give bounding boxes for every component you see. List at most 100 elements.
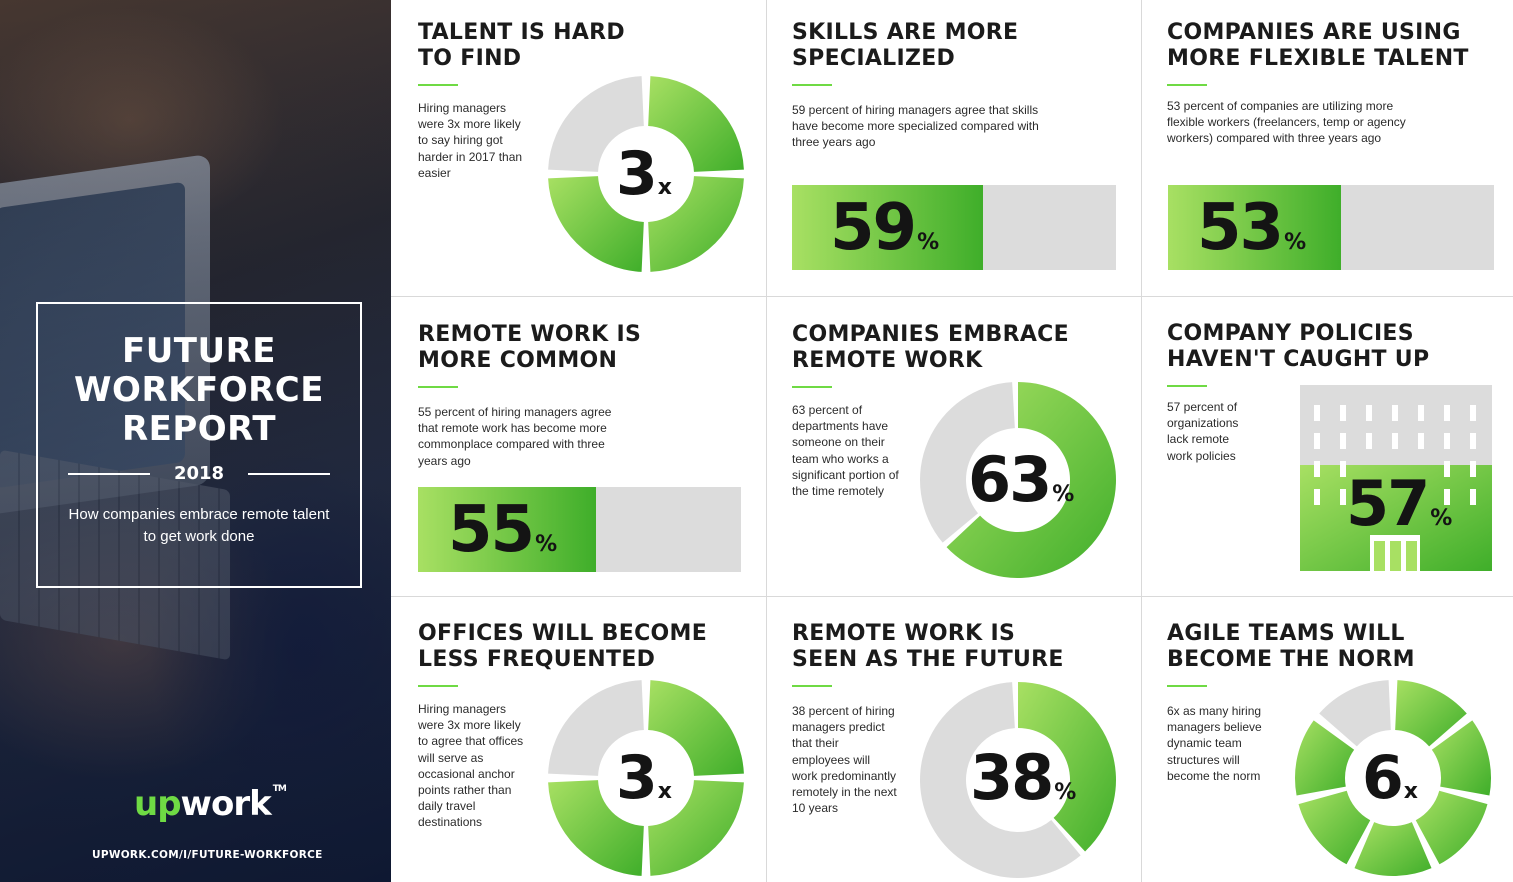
card-text: 38 percent of hiring managers predict th… [792, 704, 897, 816]
ring-segment-green [548, 176, 644, 272]
ring-segment-green [1295, 720, 1355, 796]
report-title: FUTURE WORKFORCE REPORT [74, 331, 324, 449]
upwork-logo[interactable]: upwork TM [134, 784, 287, 824]
building-window [1418, 433, 1424, 449]
card-text: 55 percent of hiring managers agree that… [418, 405, 612, 468]
donut-segment-grey [920, 382, 1015, 543]
ring-segment-green [648, 76, 744, 172]
building-window [1444, 433, 1450, 449]
card-text: Hiring managers were 3x more likely to s… [418, 101, 523, 180]
building-door-panel [1374, 541, 1385, 571]
building-window [1340, 405, 1346, 421]
big-stat: 3x [616, 743, 672, 813]
ring-segment-green [648, 176, 744, 272]
building-door-panel [1390, 541, 1401, 571]
percent-bar-fill [792, 185, 984, 270]
big-stat: 6x [1362, 743, 1418, 813]
building-window [1470, 433, 1476, 449]
grid-divider [1141, 0, 1142, 882]
grid-divider [766, 0, 767, 882]
divider-line [67, 472, 150, 475]
big-stat: 59% [830, 191, 940, 265]
ring-segment-green [1415, 790, 1488, 865]
card-offices-less-frequented: OFFICES WILL BECOME LESS FREQUENTED Hirin… [418, 621, 748, 831]
ring-segment-grey [1319, 680, 1391, 747]
divider-line [248, 472, 331, 475]
building-window [1314, 405, 1320, 421]
building-window [1392, 405, 1398, 421]
building-window [1314, 489, 1320, 505]
grid-divider [391, 296, 1513, 297]
big-stat: 53% [1197, 191, 1307, 265]
building-grey-part [1300, 385, 1492, 465]
percent-bar [418, 487, 741, 572]
donut-segment-grey [920, 682, 1081, 878]
card-title: COMPANIES ARE USING MORE FLEXIBLE TALENT [1167, 20, 1469, 71]
card-title: COMPANY POLICIES HAVEN'T CAUGHT UP [1167, 321, 1430, 372]
building-window [1340, 489, 1346, 505]
building-window [1444, 489, 1450, 505]
building-window [1314, 433, 1320, 449]
card-skills-specialized: SKILLS ARE MORE SPECIALIZED 59 percent of… [792, 20, 1122, 151]
building-window [1392, 433, 1398, 449]
building-window [1444, 461, 1450, 477]
building-window [1470, 461, 1476, 477]
building-window [1366, 405, 1372, 421]
card-text: 53 percent of companies are utilizing mo… [1167, 99, 1406, 146]
percent-bar [1168, 185, 1494, 270]
card-text: Hiring managers were 3x more likely to a… [418, 702, 524, 830]
card-title: OFFICES WILL BECOME LESS FREQUENTED [418, 621, 708, 672]
building-window [1444, 405, 1450, 421]
card-title: REMOTE WORK IS MORE COMMON [418, 322, 642, 373]
grid-divider [391, 596, 1513, 597]
percent-bar-fill [1168, 185, 1341, 270]
ring-segment-green [648, 680, 744, 776]
ring-segment-green [1354, 822, 1432, 876]
building-chart [1300, 385, 1492, 571]
donut-chart [920, 682, 1116, 878]
percent-bar-fill [418, 487, 596, 572]
segment-ring-chart [1295, 680, 1491, 876]
big-stat: 57% [1346, 467, 1453, 540]
building-window [1314, 461, 1320, 477]
quarter-ring-chart [548, 76, 744, 272]
building-window [1366, 433, 1372, 449]
donut-segment-green [946, 382, 1116, 578]
ring-segment-green [648, 780, 744, 876]
card-text: 59 percent of hiring managers agree that… [792, 103, 1039, 150]
ring-segment-green [1395, 680, 1467, 747]
hero-panel: FUTURE WORKFORCE REPORT 2018 How compani… [0, 0, 391, 882]
big-stat: 63% [968, 443, 1075, 516]
donut-segment-green [1018, 682, 1116, 852]
building-window [1340, 433, 1346, 449]
card-remote-future: REMOTE WORK IS SEEN AS THE FUTURE 38 perc… [792, 621, 1122, 816]
card-text: 6x as many hiring managers believe dynam… [1167, 704, 1262, 783]
card-title: AGILE TEAMS WILL BECOME THE NORM [1167, 621, 1415, 672]
report-title-box: FUTURE WORKFORCE REPORT 2018 How compani… [36, 302, 362, 588]
card-policies: COMPANY POLICIES HAVEN'T CAUGHT UP 57 per… [1167, 321, 1507, 464]
card-flexible-talent: COMPANIES ARE USING MORE FLEXIBLE TALENT … [1167, 20, 1507, 147]
ring-segment-grey [548, 680, 644, 776]
card-agile-teams: AGILE TEAMS WILL BECOME THE NORM 6x as ma… [1167, 621, 1507, 784]
card-talent-hard-to-find: TALENT IS HARD TO FIND Hiring managers we… [418, 20, 748, 181]
card-remote-more-common: REMOTE WORK IS MORE COMMON 55 percent of … [418, 322, 748, 469]
ring-segment-green [1298, 790, 1371, 865]
card-title: SKILLS ARE MORE SPECIALIZED [792, 20, 1019, 71]
ring-segment-green [1431, 720, 1491, 796]
building-door-panel [1406, 541, 1417, 571]
big-stat: 3x [616, 139, 672, 209]
card-text: 57 percent of organizations lack remote … [1167, 400, 1239, 463]
card-title: REMOTE WORK IS SEEN AS THE FUTURE [792, 621, 1064, 672]
ring-segment-green [548, 780, 644, 876]
building-window [1418, 405, 1424, 421]
card-title: COMPANIES EMBRACE REMOTE WORK [792, 322, 1069, 373]
card-title: TALENT IS HARD TO FIND [418, 20, 625, 71]
percent-bar [792, 185, 1116, 270]
building-window [1470, 489, 1476, 505]
report-subtitle: How companies embrace remote talent to g… [68, 506, 330, 545]
report-url-link[interactable]: UPWORK.COM/I/FUTURE-WORKFORCE [92, 849, 323, 861]
donut-chart [920, 382, 1116, 578]
big-stat: 55% [448, 493, 558, 567]
quarter-ring-chart [548, 680, 744, 876]
card-text: 63 percent of departments have someone o… [792, 403, 899, 499]
